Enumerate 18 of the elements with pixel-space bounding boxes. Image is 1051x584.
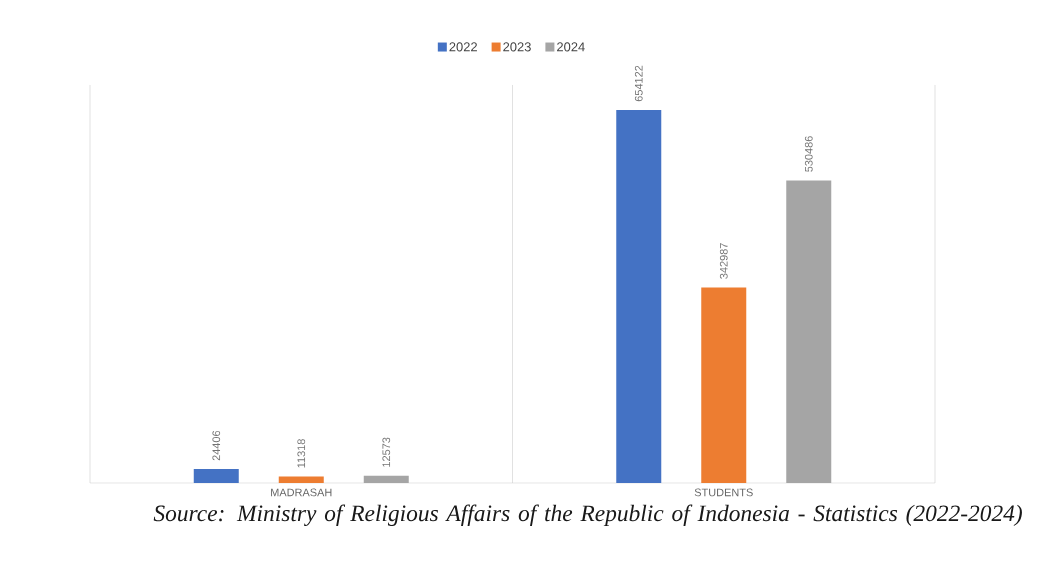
data-label: 654122 bbox=[634, 65, 643, 102]
bar bbox=[363, 475, 409, 483]
data-label: 530486 bbox=[804, 136, 813, 172]
legend-label: 2023 bbox=[503, 42, 531, 52]
data-label: 11318 bbox=[297, 439, 306, 468]
legend-label: 2022 bbox=[449, 42, 477, 52]
data-label: 24406 bbox=[212, 430, 221, 461]
bar bbox=[278, 476, 324, 483]
data-label: 342987 bbox=[719, 243, 728, 279]
legend-label: 2024 bbox=[557, 42, 585, 52]
source-note: Source: Ministry of Religious Affairs of the Republic of Indonesia - Statistics (2022-2024) bbox=[153, 504, 1022, 527]
bar bbox=[701, 287, 747, 483]
x-tick-label: STUDENTS bbox=[694, 488, 753, 497]
x-tick-label: MADRASAH bbox=[271, 488, 332, 497]
bar bbox=[193, 469, 239, 483]
bar bbox=[786, 180, 832, 483]
bar bbox=[616, 109, 662, 483]
data-label: 12573 bbox=[382, 437, 391, 467]
